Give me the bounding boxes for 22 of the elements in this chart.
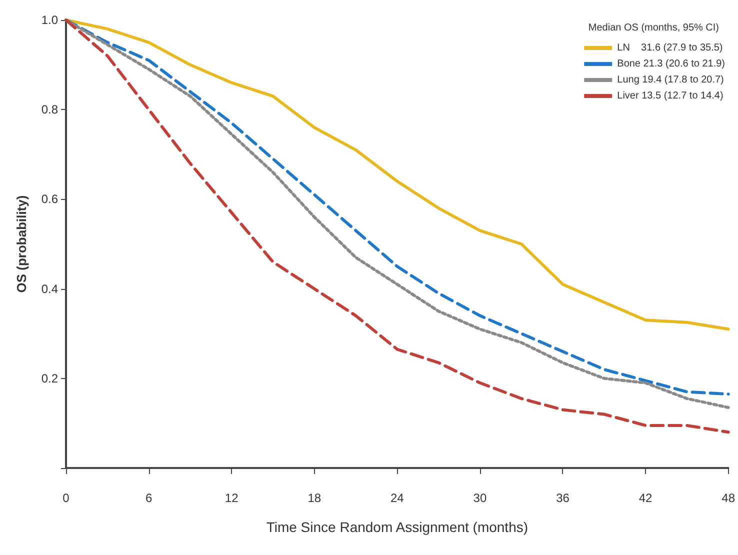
y-axis-title: OS (probability) — [14, 195, 29, 293]
x-tick-label: 42 — [638, 491, 653, 505]
x-tick-label: 12 — [224, 491, 239, 505]
x-axis-title: Time Since Random Assignment (months) — [266, 519, 528, 535]
legend-label: LN 31.6 (27.9 to 35.5) — [617, 42, 723, 54]
y-tick-label: 0.4 — [41, 282, 58, 296]
y-tick-label: 0.2 — [41, 371, 58, 386]
legend-label: Bone 21.3 (20.6 to 21.9) — [617, 58, 726, 70]
legend-label: Liver 13.5 (12.7 to 14.4) — [617, 90, 724, 102]
y-tick-label: 1.0 — [41, 13, 58, 27]
x-tick-label: 0 — [62, 491, 70, 505]
x-tick-label: 6 — [145, 491, 152, 505]
legend-title: Median OS (months, 95% CI) — [588, 22, 720, 34]
x-tick-label: 36 — [556, 491, 570, 505]
line-series — [64, 18, 730, 331]
y-tick-label: 0.6 — [41, 192, 58, 206]
x-tick-label: 24 — [390, 491, 404, 505]
x-tick-label: 18 — [308, 491, 322, 505]
x-tick-label: 48 — [722, 491, 736, 505]
y-tick-label: 0.8 — [41, 102, 58, 117]
x-tick-label: 30 — [473, 491, 487, 505]
legend-label: Lung 19.4 (17.8 to 20.7) — [617, 74, 724, 86]
